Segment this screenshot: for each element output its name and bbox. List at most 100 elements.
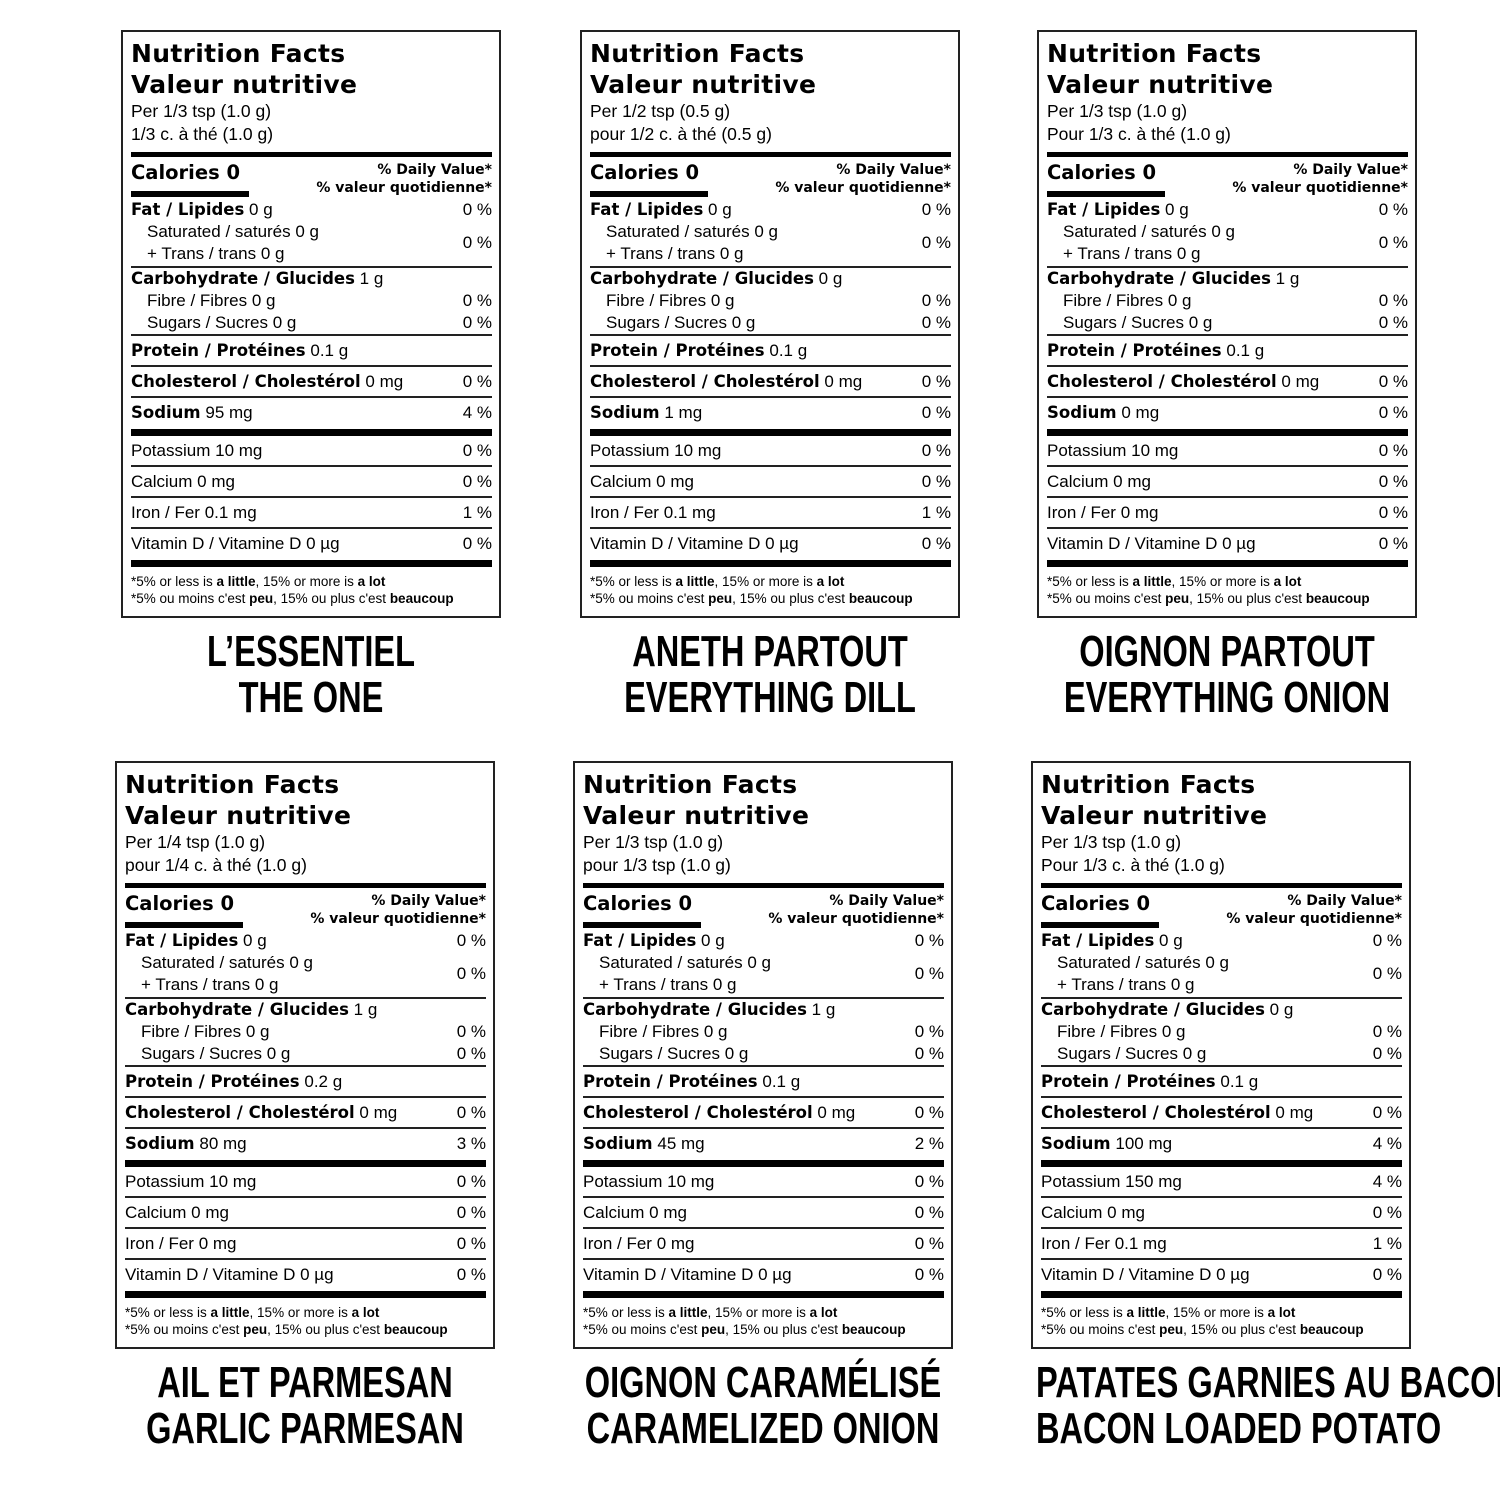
product-panel: Nutrition Facts Valeur nutritive Per 1/3… xyxy=(1031,761,1500,1452)
divider xyxy=(1047,527,1408,529)
calcium-label: Calcium xyxy=(1041,1202,1103,1222)
divider xyxy=(1047,266,1408,268)
iron-label: Iron / Fer xyxy=(583,1233,652,1253)
potassium-daily-value: 0 % xyxy=(921,440,951,460)
footnote-bold: beaucoup xyxy=(383,1322,448,1337)
footnote-text: *5% or less is xyxy=(1047,574,1133,589)
footnote-text: *5% ou moins c'est xyxy=(1041,1322,1160,1337)
divider-thick xyxy=(590,152,951,157)
title-fr: Valeur nutritive xyxy=(590,70,817,99)
iron-daily-value: 0 % xyxy=(1378,502,1408,522)
cholesterol-row: Cholesterol / Cholestérol 0 mg 0 % xyxy=(583,1098,944,1127)
iron-row: Iron / Fer 0.1 mg 1 % xyxy=(1041,1229,1402,1258)
calcium-row: Calcium 0 mg 0 % xyxy=(131,467,492,496)
carbohydrate-row: Carbohydrate / Glucides 1 g xyxy=(125,999,486,1021)
sugars-amount: 0 g xyxy=(731,313,756,332)
fibre-amount: 0 g xyxy=(1167,291,1192,310)
serving-size-fr: Pour 1/3 c. à thé (1.0 g) xyxy=(1041,855,1225,875)
serving-size-en: Per 1/3 tsp (1.0 g) xyxy=(1047,101,1188,121)
cholesterol-daily-value: 0 % xyxy=(914,1102,944,1122)
fat-row: Fat / Lipides 0 g 0 % xyxy=(125,930,486,951)
potassium-daily-value: 0 % xyxy=(456,1171,486,1191)
title-fr: Valeur nutritive xyxy=(131,70,358,99)
potassium-row: Potassium 10 mg 0 % xyxy=(125,1167,486,1196)
footnote-bold: peu xyxy=(1165,591,1190,606)
product-name-fr: PATATES GARNIES AU BACON xyxy=(1036,1358,1500,1407)
saturated-trans-daily-value: 0 % xyxy=(921,233,951,252)
potassium-row: Potassium 10 mg 0 % xyxy=(590,436,951,465)
product-name-fr: OIGNON CARAMÉLISÉ xyxy=(584,1358,942,1407)
divider-thick xyxy=(125,1291,486,1298)
iron-label: Iron / Fer xyxy=(590,502,659,522)
saturated-trans-row: Saturated / saturés 0 g + Trans / trans 0… xyxy=(125,951,486,997)
fat-label: Fat / Lipides xyxy=(590,199,704,219)
fibre-row: Fibre / Fibres 0 g 0 % xyxy=(583,1021,944,1043)
divider xyxy=(1047,465,1408,467)
fibre-daily-value: 0 % xyxy=(462,291,492,310)
footnote-text: , 15% ou plus c'est xyxy=(267,1322,384,1337)
divider-thick xyxy=(131,560,492,567)
trans-amount: 0 g xyxy=(719,244,744,263)
sodium-row: Sodium 80 mg 3 % xyxy=(125,1129,486,1158)
carbohydrate-amount: 1 g xyxy=(1275,269,1300,288)
fat-daily-value: 0 % xyxy=(462,199,492,219)
protein-row: Protein / Protéines 0.1 g xyxy=(131,336,492,365)
iron-label: Iron / Fer xyxy=(131,502,200,522)
divider xyxy=(1047,396,1408,398)
product-name-en: THE ONE xyxy=(238,673,384,722)
footnote-en: *5% or less is a little, 15% or more is … xyxy=(1047,573,1408,590)
sodium-row: Sodium 0 mg 0 % xyxy=(1047,398,1408,427)
sugars-row: Sugars / Sucres 0 g 0 % xyxy=(590,312,951,334)
fibre-label: Fibre / Fibres xyxy=(1063,291,1164,310)
iron-amount: 0 mg xyxy=(1120,502,1159,522)
footnote-text: *5% or less is xyxy=(583,1305,669,1320)
divider xyxy=(583,1065,944,1067)
serving-size-fr: pour 1/4 c. à thé (1.0 g) xyxy=(125,855,307,875)
fibre-amount: 0 g xyxy=(703,1022,728,1041)
footnote-fr: *5% ou moins c'est peu, 15% ou plus c'es… xyxy=(1047,590,1408,607)
potassium-amount: 10 mg xyxy=(215,440,263,460)
sodium-daily-value: 4 % xyxy=(462,402,492,422)
sugars-daily-value: 0 % xyxy=(456,1044,486,1063)
cholesterol-label: Cholesterol / Cholestérol xyxy=(125,1102,355,1122)
title-fr: Valeur nutritive xyxy=(1047,70,1274,99)
carbohydrate-row: Carbohydrate / Glucides 1 g xyxy=(131,268,492,290)
carbohydrate-label: Carbohydrate / Glucides xyxy=(590,269,814,288)
dv-fr: % valeur quotidienne* xyxy=(1232,180,1408,196)
sugars-row: Sugars / Sucres 0 g 0 % xyxy=(1041,1043,1402,1065)
product-name-fr: OIGNON PARTOUT xyxy=(1079,627,1375,676)
footnote-bold: a lot xyxy=(357,574,386,589)
divider xyxy=(590,396,951,398)
divider-short xyxy=(125,922,243,928)
sodium-daily-value: 4 % xyxy=(1372,1133,1402,1153)
footnote-bold: peu xyxy=(701,1322,726,1337)
footnote-bold: a little xyxy=(675,574,715,589)
sodium-amount: 100 mg xyxy=(1115,1133,1173,1153)
cholesterol-amount: 0 mg xyxy=(1275,1102,1314,1122)
fat-row: Fat / Lipides 0 g 0 % xyxy=(1047,199,1408,220)
calcium-daily-value: 0 % xyxy=(1378,471,1408,491)
title-en: Nutrition Facts xyxy=(583,770,798,799)
saturated-label: Saturated / saturés xyxy=(1063,222,1207,241)
divider xyxy=(131,527,492,529)
footnote-en: *5% or less is a little, 15% or more is … xyxy=(1041,1304,1402,1321)
carbohydrate-amount: 1 g xyxy=(811,1000,836,1019)
sodium-row: Sodium 95 mg 4 % xyxy=(131,398,492,427)
fibre-amount: 0 g xyxy=(251,291,276,310)
fat-amount: 0 g xyxy=(708,199,732,219)
divider-thick xyxy=(125,1160,486,1167)
cholesterol-label: Cholesterol / Cholestérol xyxy=(1041,1102,1271,1122)
iron-amount: 0.1 mg xyxy=(1114,1233,1167,1253)
vitamin-d-row: Vitamin D / Vitamine D 0 µg 0 % xyxy=(1041,1260,1402,1289)
footnote-bold: a lot xyxy=(816,574,845,589)
vitamin-d-amount: 0 µg xyxy=(306,533,340,553)
dv-en: % Daily Value* xyxy=(836,162,951,178)
saturated-trans-row: Saturated / saturés 0 g + Trans / trans 0… xyxy=(1047,220,1408,266)
serving-size-fr: pour 1/3 tsp (1.0 g) xyxy=(583,855,731,875)
footnote-text: , 15% ou plus c'est xyxy=(1183,1322,1300,1337)
cholesterol-label: Cholesterol / Cholestérol xyxy=(1047,371,1277,391)
fat-daily-value: 0 % xyxy=(1372,930,1402,950)
saturated-label: Saturated / saturés xyxy=(606,222,750,241)
carbohydrate-amount: 0 g xyxy=(818,269,843,288)
fibre-label: Fibre / Fibres xyxy=(1057,1022,1158,1041)
